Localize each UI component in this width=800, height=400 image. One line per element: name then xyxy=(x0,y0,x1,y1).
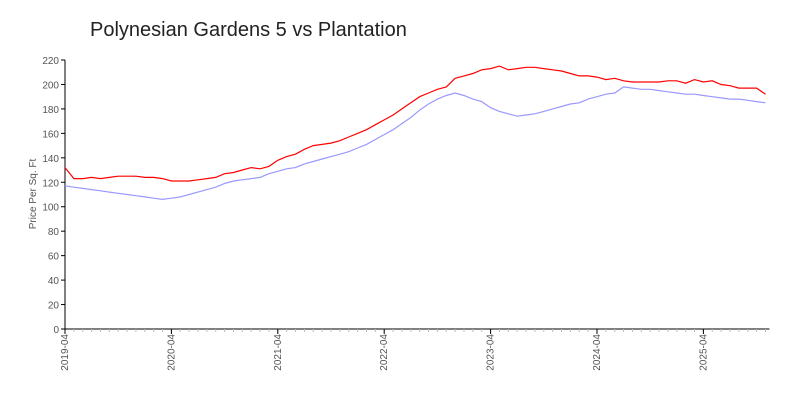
y-tick-label: 120 xyxy=(42,178,59,189)
series-line-2 xyxy=(64,86,766,201)
x-tick-label: 2020-04 xyxy=(166,334,177,371)
chart-title: Polynesian Gardens 5 vs Plantation xyxy=(90,19,407,41)
series-line-1 xyxy=(64,65,766,182)
y-tick-label: 180 xyxy=(42,105,59,116)
x-tick-label: 2023-04 xyxy=(486,334,497,371)
y-tick-label: 60 xyxy=(48,252,60,263)
y-tick-label: 20 xyxy=(48,301,60,312)
series-group xyxy=(64,65,766,201)
axes: 0 20 40 60 80 100 120 140 160 180 200 220 2019-04 202… xyxy=(42,56,770,371)
y-tick-label: 140 xyxy=(42,154,59,165)
y-tick-label: 80 xyxy=(48,227,60,238)
y-tick-label: 200 xyxy=(42,80,59,91)
x-tick-label: 2024-04 xyxy=(592,334,603,371)
x-tick-label: 2025-04 xyxy=(698,334,709,371)
y-tick-label: 40 xyxy=(48,276,60,287)
y-tick-label: 160 xyxy=(42,129,59,140)
x-tick-label: 2021-04 xyxy=(273,334,284,371)
x-tick-label: 2022-04 xyxy=(379,334,390,371)
y-tick-label: 220 xyxy=(42,56,59,67)
x-tick-label: 2019-04 xyxy=(60,334,71,371)
y-tick-label: 100 xyxy=(42,203,59,214)
y-axis-label: Price Per Sq. Ft xyxy=(28,158,39,229)
y-tick-label: 0 xyxy=(53,325,59,336)
